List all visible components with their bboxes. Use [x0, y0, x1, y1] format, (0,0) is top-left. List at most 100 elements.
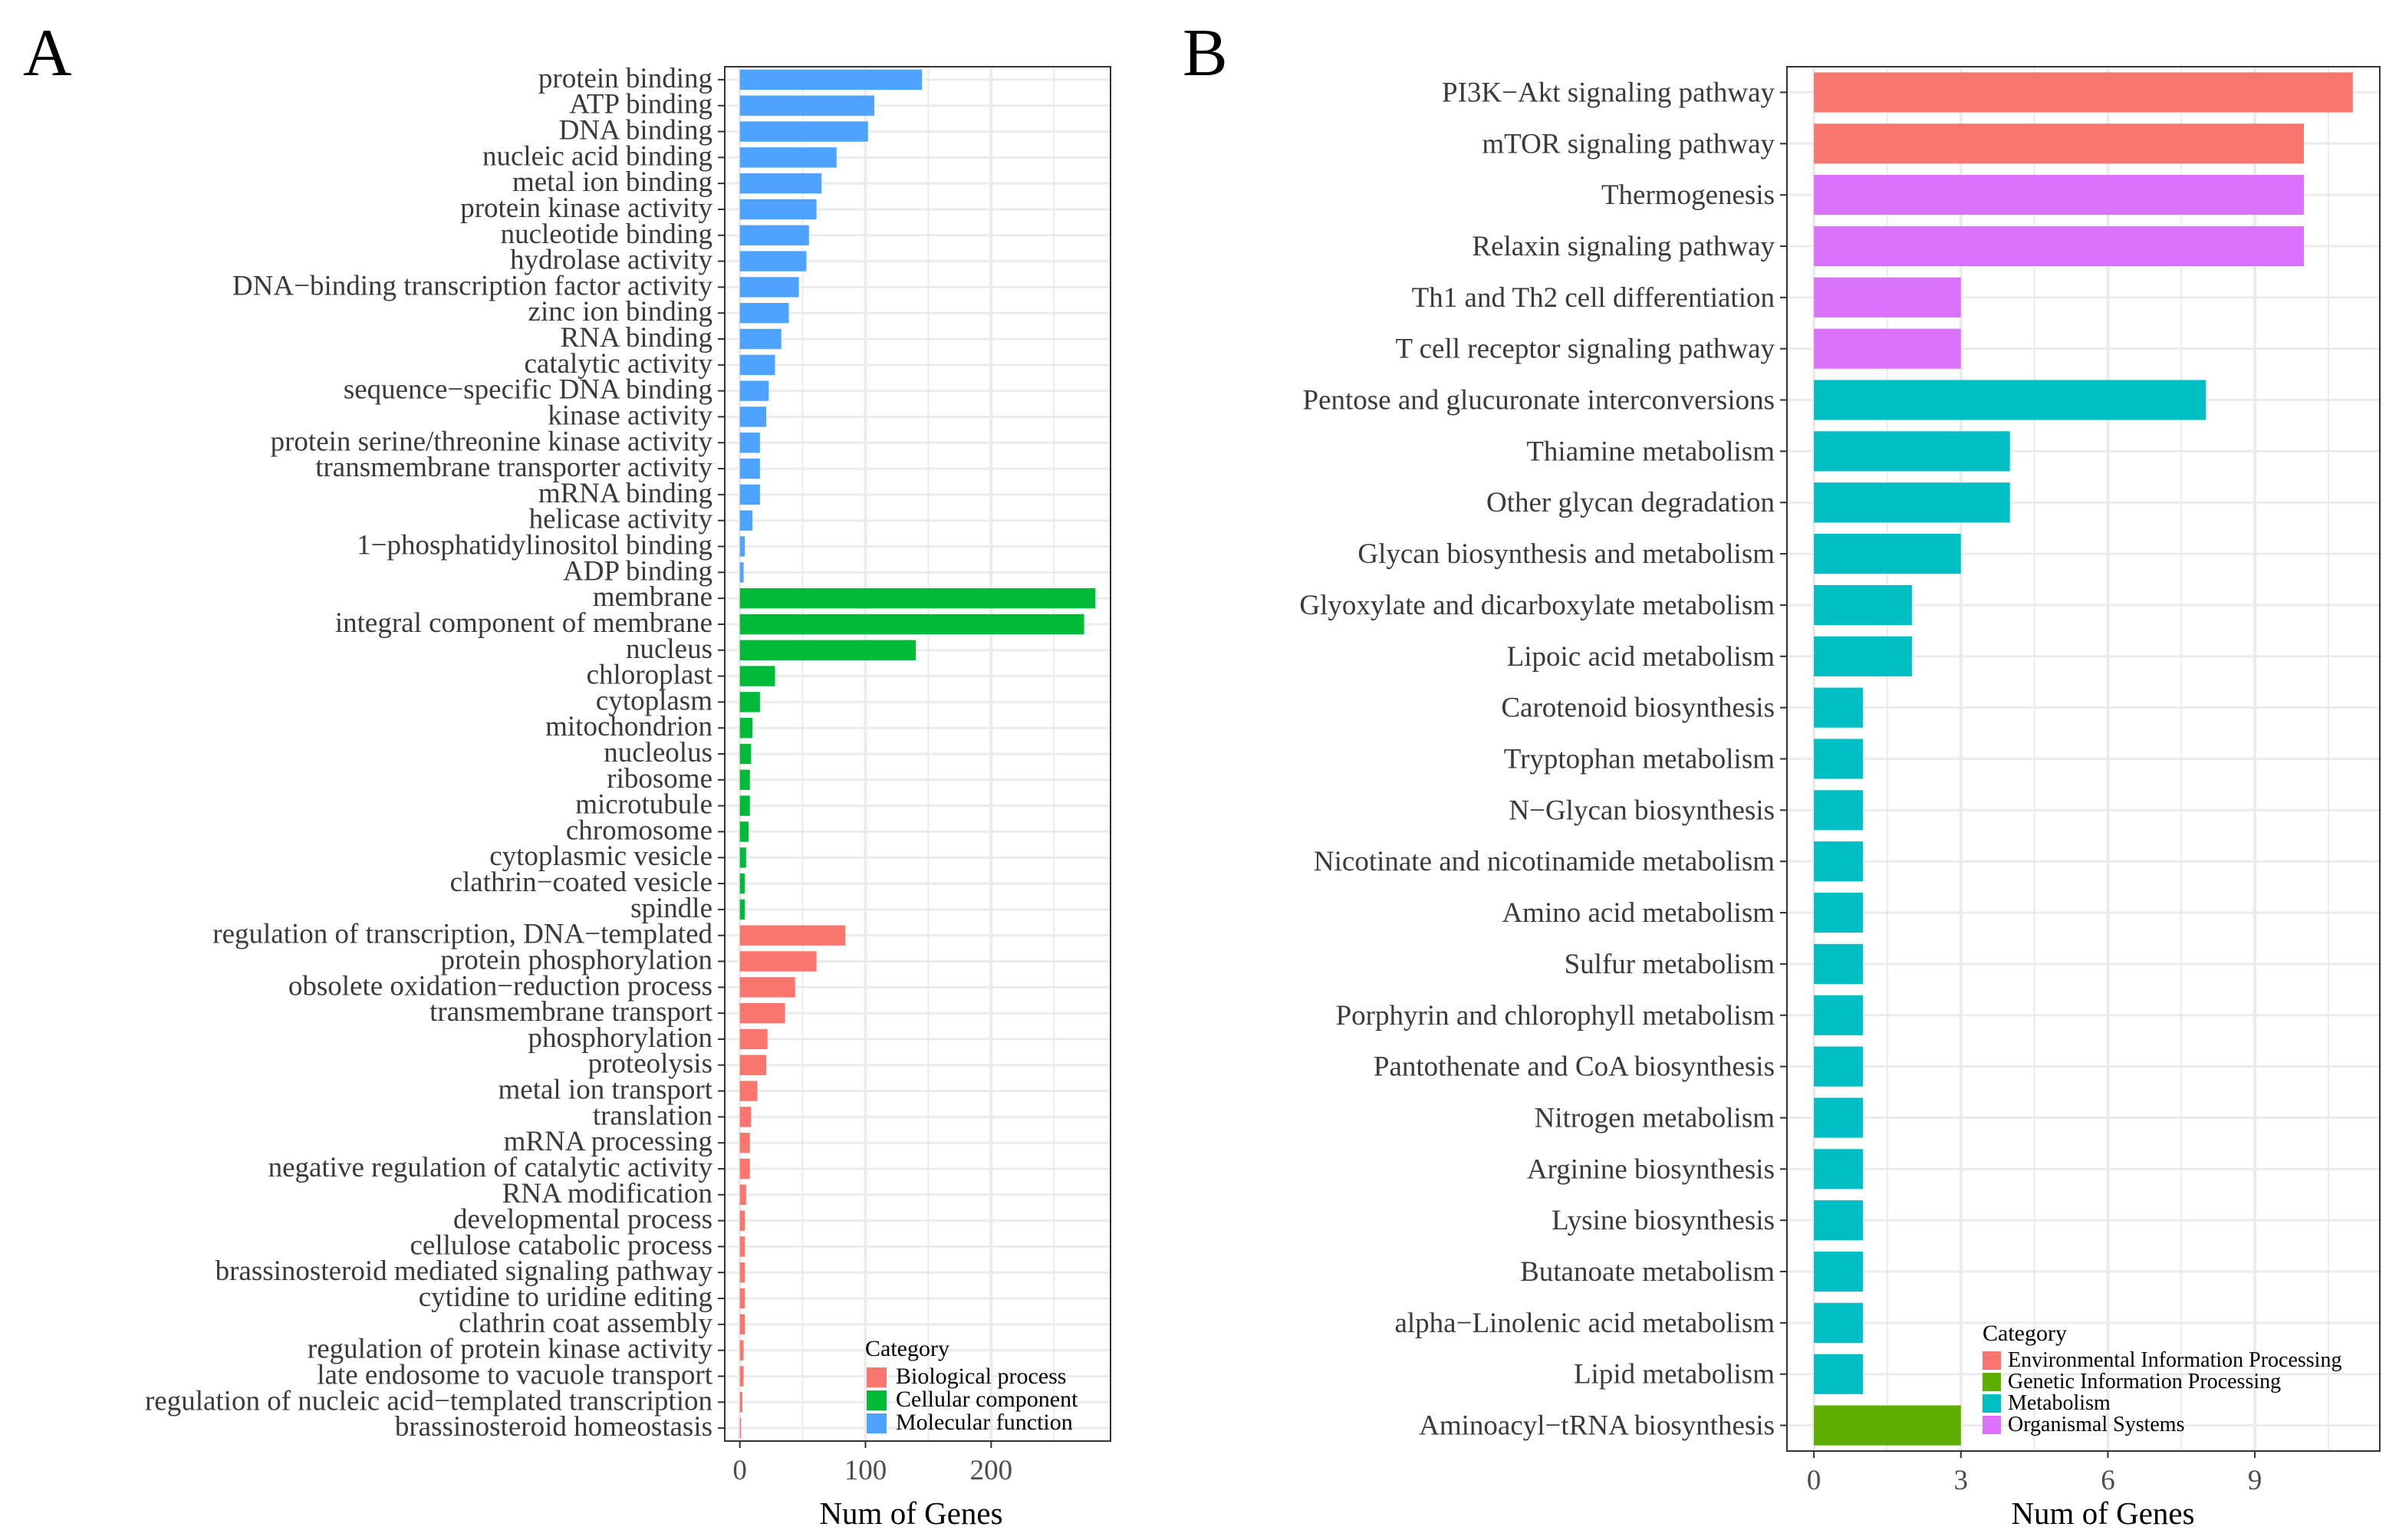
a-bar-cytidine-to-uridine-editing	[739, 1288, 745, 1309]
a-category-label-cytidine-to-uridine-editing: cytidine to uridine editing	[419, 1282, 712, 1313]
a-bar-membrane	[739, 587, 1096, 609]
legend-swatch-genetic-information-processing	[1983, 1373, 2001, 1391]
b-bar-mtor-signaling-pathway	[1814, 123, 2304, 164]
a-bar-developmental-process	[739, 1210, 745, 1231]
a-category-label-proteolysis: proteolysis	[588, 1048, 712, 1080]
a-bar-clathrin-coated-vesicle	[739, 873, 745, 894]
a-category-label-protein-binding: protein binding	[538, 63, 712, 94]
a-bar-integral-component-of-membrane	[739, 614, 1084, 635]
panel-b-legend-title: Category	[1983, 1321, 2067, 1346]
a-category-label-microtubule: microtubule	[575, 789, 712, 821]
panel-b-x-axis-title: Num of Genes	[2011, 1496, 2194, 1531]
a-bar-mitochondrion	[739, 718, 753, 739]
a-category-label-catalytic-activity: catalytic activity	[524, 348, 712, 380]
b-category-label-alpha-linolenic-acid-metabolism: alpha−Linolenic acid metabolism	[1394, 1308, 1775, 1339]
a-bar-cytoplasmic-vesicle	[739, 847, 746, 868]
a-category-label-nucleic-acid-binding: nucleic acid binding	[482, 140, 712, 172]
a-category-label-late-endosome-to-vacuole-transport: late endosome to vacuole transport	[317, 1359, 712, 1390]
a-category-label-clathrin-coat-assembly: clathrin coat assembly	[459, 1308, 712, 1339]
a-bar-protein-serine-threonine-kinase-activity	[739, 433, 760, 453]
a-bar-adp-binding	[739, 562, 744, 583]
a-bar-nucleolus	[739, 743, 752, 765]
a-category-label-ribosome: ribosome	[607, 763, 712, 795]
a-category-label-mitochondrion: mitochondrion	[545, 711, 712, 742]
a-category-label-chromosome: chromosome	[566, 814, 712, 846]
a-category-label-chloroplast: chloroplast	[587, 660, 713, 691]
a-category-label-integral-component-of-membrane: integral component of membrane	[335, 607, 712, 639]
a-bar-nucleotide-binding	[739, 225, 809, 245]
b-category-label-nitrogen-metabolism: Nitrogen metabolism	[1535, 1102, 1775, 1134]
b-bar-lipoic-acid-metabolism	[1814, 636, 1912, 676]
b-category-label-porphyrin-and-chlorophyll-metabolism: Porphyrin and chlorophyll metabolism	[1336, 1000, 1775, 1032]
b-category-label-aminoacyl-trna-biosynthesis: Aminoacyl−tRNA biosynthesis	[1419, 1410, 1775, 1442]
b-category-label-sulfur-metabolism: Sulfur metabolism	[1565, 949, 1775, 980]
panel-a-x-axis-title: Num of Genes	[819, 1496, 1002, 1531]
b-category-label-amino-acid-metabolism: Amino acid metabolism	[1502, 897, 1775, 929]
a-category-label-rna-binding: RNA binding	[561, 322, 712, 354]
b-bar-amino-acid-metabolism	[1814, 892, 1864, 933]
b-bar-nitrogen-metabolism	[1814, 1097, 1864, 1138]
a-bar-metal-ion-binding	[739, 173, 822, 194]
panel-b-letter: B	[1183, 16, 1228, 90]
a-bar-cellulose-catabolic-process	[739, 1236, 745, 1257]
a-category-label-zinc-ion-binding: zinc ion binding	[528, 296, 712, 327]
a-category-label-metal-ion-transport: metal ion transport	[499, 1074, 713, 1106]
legend-label-environmental-information-processing: Environmental Information Processing	[2008, 1348, 2341, 1372]
a-x-tick-label-200: 200	[970, 1455, 1013, 1486]
a-bar-clathrin-coat-assembly	[739, 1314, 745, 1335]
a-category-label-brassinosteroid-homeostasis: brassinosteroid homeostasis	[395, 1411, 712, 1443]
legend-label-biological-process: Biological process	[896, 1364, 1066, 1389]
b-category-label-thiamine-metabolism: Thiamine metabolism	[1526, 436, 1775, 467]
a-bar-dna-binding	[739, 121, 868, 142]
b-bar-nicotinate-and-nicotinamide-metabolism	[1814, 841, 1864, 882]
legend-label-cellular-component: Cellular component	[896, 1387, 1078, 1412]
a-bar-kinase-activity	[739, 406, 767, 427]
b-category-label-n-glycan-biosynthesis: N−Glycan biosynthesis	[1509, 795, 1775, 826]
a-category-label-regulation-of-protein-kinase-activity: regulation of protein kinase activity	[308, 1334, 713, 1365]
a-x-tick-label-100: 100	[844, 1455, 887, 1486]
a-category-label-dna-binding: DNA binding	[559, 115, 712, 146]
b-category-label-glyoxylate-and-dicarboxylate-metabolism: Glyoxylate and dicarboxylate metabolism	[1299, 590, 1775, 621]
panel-a-legend: Category Biological process Cellular com…	[865, 1336, 1078, 1435]
a-bar-protein-phosphorylation	[739, 951, 817, 972]
a-category-label-spindle: spindle	[630, 893, 712, 924]
a-category-label-kinase-activity: kinase activity	[548, 400, 712, 431]
a-category-label-mrna-binding: mRNA binding	[538, 478, 712, 509]
a-category-label-hydrolase-activity: hydrolase activity	[510, 245, 713, 276]
b-bar-aminoacyl-trna-biosynthesis	[1814, 1405, 1961, 1446]
legend-swatch-metabolism	[1983, 1394, 2001, 1413]
legend-swatch-cellular-component	[867, 1390, 887, 1410]
b-bar-sulfur-metabolism	[1814, 943, 1864, 984]
panel-b-x-axis: 0 3 6 9	[1807, 1451, 2262, 1496]
a-bar-rna-modification	[739, 1184, 746, 1205]
b-bar-glycan-biosynthesis-and-metabolism	[1814, 534, 1961, 574]
legend-swatch-organismal-systems	[1983, 1416, 2001, 1434]
b-category-label-glycan-biosynthesis-and-metabolism: Glycan biosynthesis and metabolism	[1357, 538, 1775, 570]
a-bar-sequence-specific-dna-binding	[739, 380, 769, 401]
a-bar-brassinosteroid-mediated-signaling-pathway	[739, 1262, 745, 1283]
legend-label-organismal-systems: Organismal Systems	[2008, 1413, 2184, 1436]
a-bar-catalytic-activity	[739, 354, 775, 376]
b-x-tick-label-3: 3	[1954, 1465, 1969, 1496]
a-category-label-protein-serine-threonine-kinase-activity: protein serine/threonine kinase activity	[271, 426, 713, 457]
b-bar-pentose-and-glucuronate-interconversions	[1814, 380, 2206, 420]
b-bar-tryptophan-metabolism	[1814, 739, 1864, 779]
a-bar-regulation-of-nucleic-acid-templated-transcription	[739, 1392, 742, 1413]
a-bar-transmembrane-transporter-activity	[739, 458, 760, 479]
b-bar-relaxin-signaling-pathway	[1814, 225, 2304, 267]
a-bar-protein-kinase-activity	[739, 199, 817, 220]
b-category-label-lysine-biosynthesis: Lysine biosynthesis	[1552, 1205, 1775, 1236]
a-category-label-metal-ion-binding: metal ion binding	[512, 166, 712, 198]
b-x-tick-label-6: 6	[2101, 1465, 2115, 1496]
a-category-label-translation: translation	[593, 1100, 712, 1131]
b-category-label-butanoate-metabolism: Butanoate metabolism	[1520, 1256, 1775, 1288]
a-category-label-1-phosphatidylinositol-binding: 1−phosphatidylinositol binding	[357, 530, 712, 561]
a-bar-ribosome	[739, 769, 750, 790]
a-bar-brassinosteroid-homeostasis	[739, 1417, 742, 1439]
b-bar-alpha-linolenic-acid-metabolism	[1814, 1302, 1864, 1343]
b-bar-lysine-biosynthesis	[1814, 1200, 1864, 1241]
b-category-label-th1-and-th2-cell-differentiation: Th1 and Th2 cell differentiation	[1412, 282, 1775, 314]
a-category-label-obsolete-oxidation-reduction-process: obsolete oxidation−reduction process	[288, 970, 712, 1002]
a-category-label-clathrin-coated-vesicle: clathrin−coated vesicle	[450, 867, 712, 898]
b-category-label-lipoic-acid-metabolism: Lipoic acid metabolism	[1507, 641, 1775, 673]
